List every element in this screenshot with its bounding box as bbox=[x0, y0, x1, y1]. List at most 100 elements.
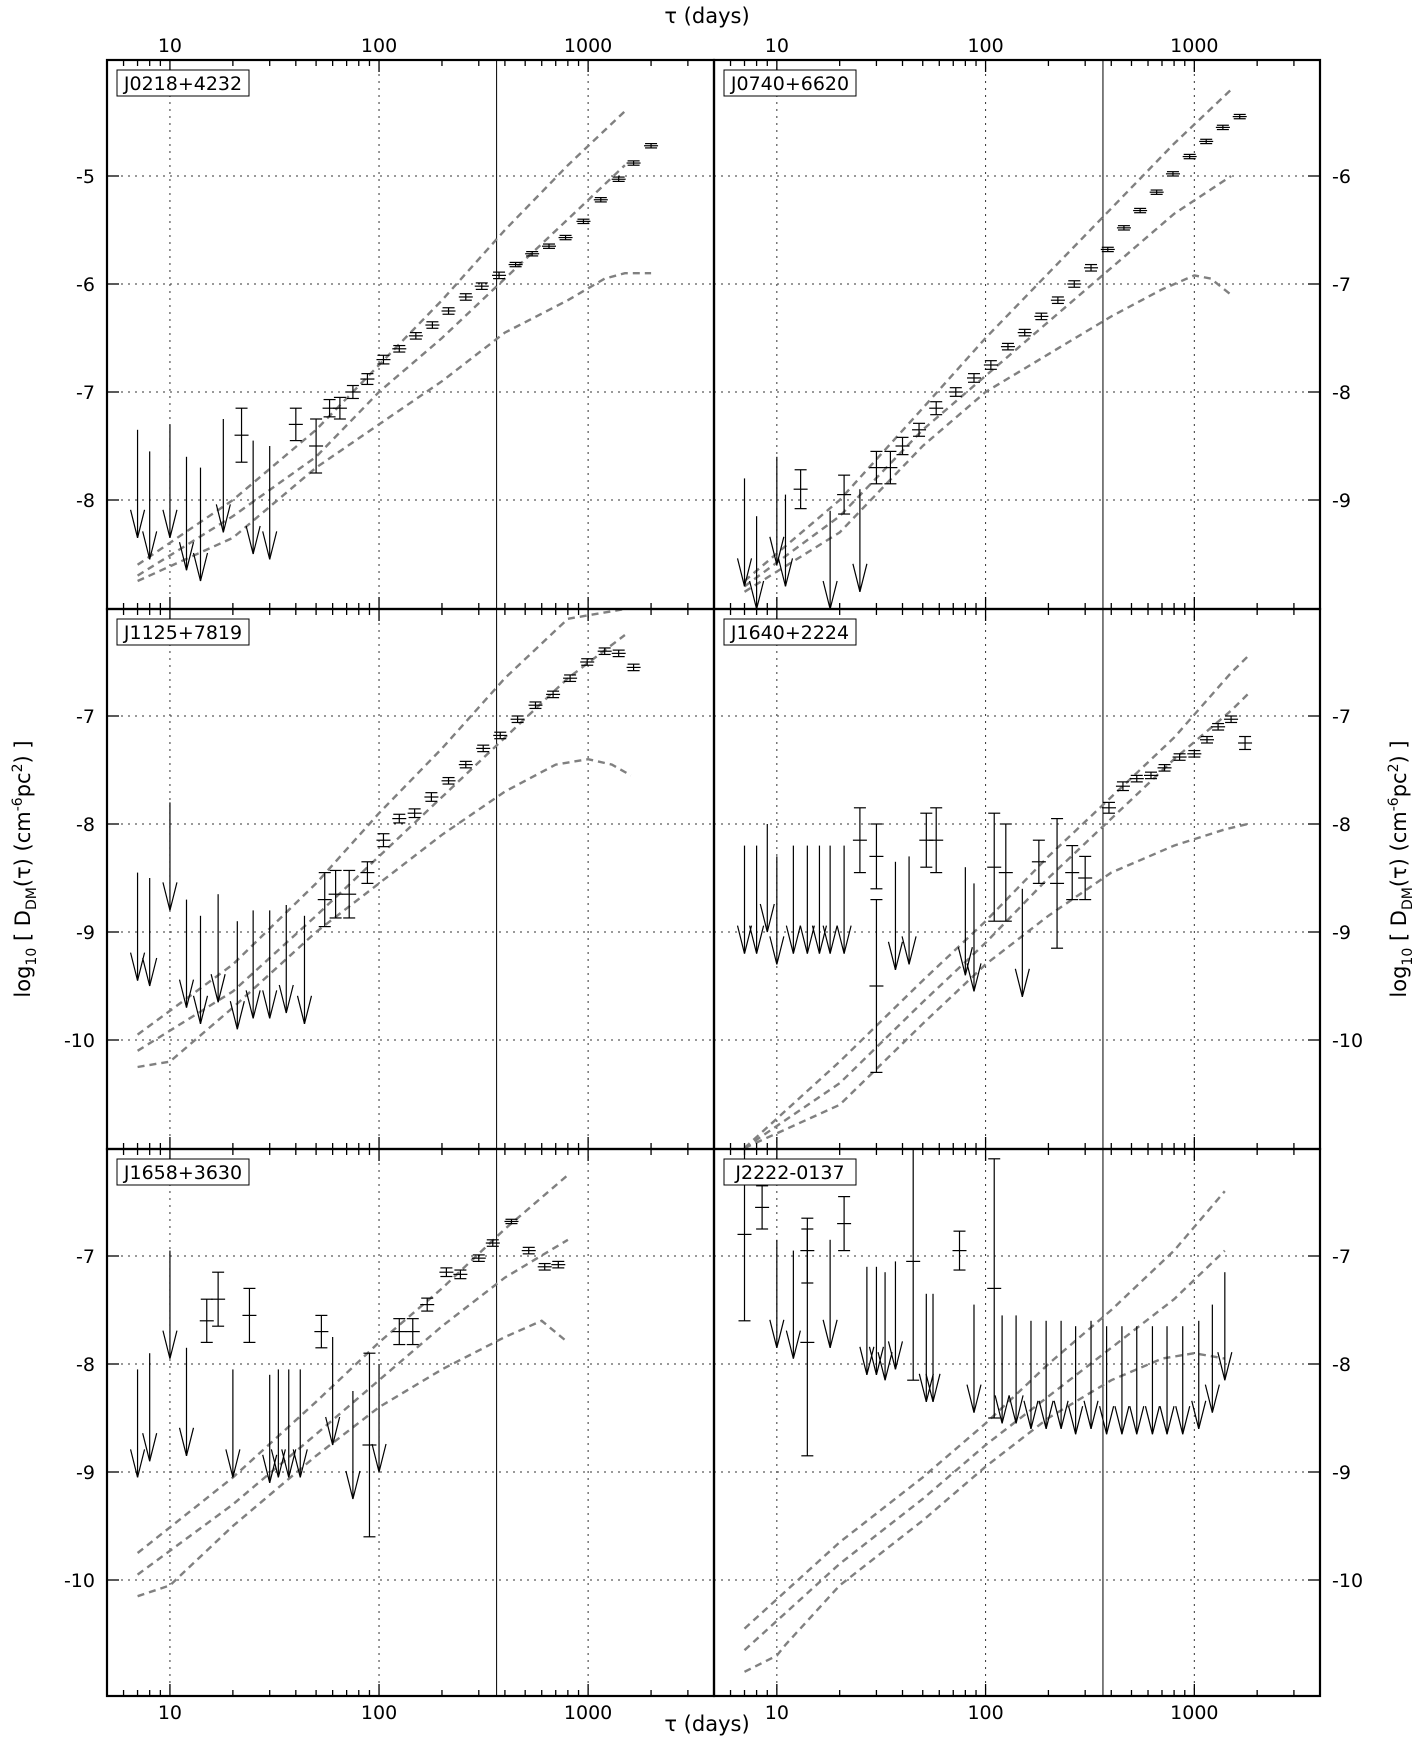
panel-label-j1125-7819: J1125+7819 bbox=[116, 618, 250, 646]
data-point bbox=[929, 401, 944, 416]
data-point bbox=[328, 869, 343, 919]
data-point bbox=[837, 1195, 852, 1252]
arrow-head bbox=[785, 925, 801, 954]
simulation-bound-curve bbox=[743, 88, 1232, 582]
data-point bbox=[906, 1148, 921, 1381]
upper-limit-arrow bbox=[799, 845, 815, 954]
data-point bbox=[869, 823, 884, 890]
data-point bbox=[546, 690, 561, 699]
arrow-head bbox=[129, 952, 146, 981]
data-point bbox=[1129, 774, 1144, 783]
panel-label-box bbox=[116, 1158, 250, 1186]
data-point bbox=[1100, 246, 1115, 253]
data-point bbox=[912, 422, 927, 437]
arrow-head bbox=[129, 509, 146, 538]
y-tick-label: -6 bbox=[1332, 166, 1351, 188]
upper-limit-arrow bbox=[245, 910, 261, 1019]
upper-limit-arrow bbox=[769, 1239, 785, 1348]
y-title-left-sub1: 10 bbox=[24, 948, 40, 966]
arrow-head bbox=[292, 1449, 308, 1478]
data-point bbox=[376, 833, 391, 848]
arrow-head bbox=[296, 995, 313, 1024]
arrow-head bbox=[887, 1341, 904, 1370]
data-point bbox=[611, 176, 626, 182]
y-tick-label: -8 bbox=[76, 814, 95, 836]
upper-limit-arrow bbox=[129, 1369, 146, 1478]
y-tick-label: -7 bbox=[76, 1246, 95, 1268]
y-tick-label: -8 bbox=[1332, 1354, 1351, 1376]
panel-frame bbox=[712, 1147, 1322, 1698]
arrow-head bbox=[162, 1330, 178, 1359]
upper-limit-arrow bbox=[162, 424, 178, 538]
data-point bbox=[510, 715, 525, 724]
upper-limit-arrow bbox=[178, 456, 195, 571]
data-point bbox=[1199, 138, 1214, 145]
arrow-head bbox=[1038, 1400, 1054, 1429]
y-tick-label: -7 bbox=[76, 706, 95, 728]
arrow-head bbox=[777, 558, 794, 587]
panel-label-box bbox=[723, 1158, 857, 1186]
upper-limit-arrow bbox=[262, 1374, 278, 1483]
upper-limit-arrow bbox=[296, 915, 313, 1024]
upper-limit-arrow bbox=[759, 824, 775, 933]
data-point bbox=[576, 218, 591, 225]
arrow-head bbox=[785, 1330, 801, 1359]
data-point bbox=[869, 450, 884, 485]
upper-limit-arrow bbox=[229, 921, 245, 1030]
data-point bbox=[1133, 207, 1148, 214]
y-title-left-sub2: DM bbox=[24, 887, 40, 910]
arrow-head bbox=[769, 936, 785, 965]
data-point bbox=[1050, 296, 1065, 305]
data-point bbox=[211, 1271, 226, 1327]
arrow-head bbox=[852, 563, 868, 592]
upper-limit-arrow bbox=[371, 1364, 387, 1473]
simulation-bound-curve bbox=[136, 1238, 569, 1576]
upper-limit-arrow bbox=[994, 1315, 1010, 1424]
arrow-head bbox=[245, 525, 261, 555]
data-point bbox=[1115, 781, 1130, 792]
data-point bbox=[1238, 735, 1253, 751]
arrow-head bbox=[229, 1001, 245, 1030]
arrow-head bbox=[1099, 1406, 1115, 1435]
y-title-right-mid2: (τ) (cm bbox=[1387, 811, 1411, 887]
data-point bbox=[1101, 801, 1116, 814]
simulation-bound-curve bbox=[743, 1249, 1226, 1652]
data-point bbox=[508, 261, 523, 268]
upper-limit-arrow bbox=[270, 1369, 286, 1478]
y-title-right-mid: [ D bbox=[1387, 910, 1411, 948]
arrow-head bbox=[877, 1352, 893, 1381]
data-point bbox=[987, 1158, 1002, 1419]
arrow-head bbox=[1083, 1400, 1099, 1429]
data-point bbox=[852, 807, 867, 874]
upper-limit-arrow bbox=[887, 861, 904, 970]
data-point bbox=[476, 744, 491, 753]
y-title-left-sup2: 2 bbox=[10, 763, 26, 772]
panel-label-j2222-0137: J2222-0137 bbox=[723, 1158, 857, 1186]
data-point bbox=[485, 1239, 500, 1247]
data-point bbox=[952, 1230, 967, 1271]
x-tick-label-top: 10 bbox=[158, 35, 182, 57]
data-point bbox=[1232, 113, 1247, 120]
panel-label-j1640-2224: J1640+2224 bbox=[723, 618, 857, 646]
upper-limit-arrow bbox=[210, 894, 226, 1003]
arrow-head bbox=[994, 1395, 1010, 1424]
arrow-head bbox=[822, 925, 838, 954]
y-title-left-sup1: -6 bbox=[10, 797, 26, 811]
arrow-head bbox=[868, 1346, 885, 1375]
x-tick-label-top: 1000 bbox=[1170, 35, 1218, 57]
upper-limit-arrow bbox=[245, 440, 261, 555]
upper-limit-arrow bbox=[142, 451, 158, 560]
upper-limit-arrow bbox=[215, 419, 231, 533]
x-tick-label-top: 1000 bbox=[564, 35, 612, 57]
data-point bbox=[405, 1318, 420, 1346]
y-tick-label: -10 bbox=[64, 1030, 95, 1052]
arrow-head bbox=[1191, 1400, 1207, 1429]
data-point bbox=[474, 282, 489, 290]
panel-label-j1658-3630: J1658+3630 bbox=[116, 1158, 250, 1186]
upper-limit-arrow bbox=[836, 845, 852, 954]
upper-limit-arrow bbox=[1191, 1320, 1207, 1429]
data-point bbox=[1017, 328, 1032, 337]
data-point bbox=[407, 808, 422, 819]
panel-label-box bbox=[116, 69, 250, 97]
data-point bbox=[471, 1254, 486, 1263]
